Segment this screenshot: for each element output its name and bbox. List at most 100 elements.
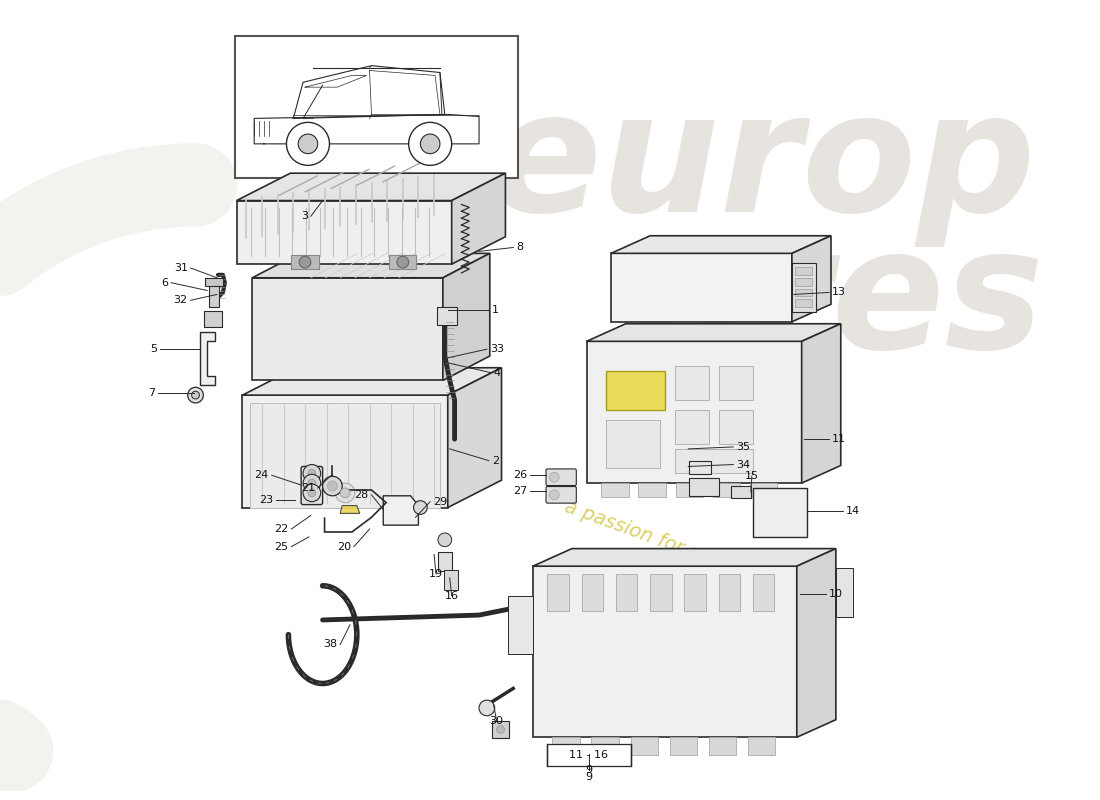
Text: 33: 33 (490, 344, 504, 354)
Bar (236, 201, 452, 264)
Polygon shape (448, 368, 502, 507)
Bar (674, 410, 708, 444)
Polygon shape (242, 368, 502, 395)
Bar (795, 289, 813, 296)
Bar (752, 574, 774, 611)
Bar (630, 738, 658, 755)
Circle shape (191, 391, 199, 399)
Polygon shape (532, 549, 836, 566)
Text: 6: 6 (162, 278, 168, 288)
Bar (602, 483, 628, 497)
Polygon shape (383, 496, 418, 525)
Circle shape (328, 481, 338, 491)
Bar (610, 254, 792, 322)
Text: 38: 38 (323, 639, 338, 650)
Bar (582, 574, 603, 611)
Circle shape (420, 134, 440, 154)
Text: 34: 34 (736, 459, 750, 470)
FancyBboxPatch shape (546, 486, 576, 503)
Bar (606, 419, 660, 469)
Text: 30: 30 (490, 716, 504, 726)
Text: 28: 28 (354, 490, 368, 500)
Bar (252, 278, 443, 381)
Text: 22: 22 (274, 524, 288, 534)
Bar (708, 738, 736, 755)
Bar (750, 483, 778, 497)
Text: 5: 5 (151, 344, 157, 354)
Circle shape (308, 489, 316, 497)
Bar (209, 278, 219, 307)
Text: 4: 4 (494, 368, 501, 378)
Circle shape (308, 479, 316, 487)
Polygon shape (452, 173, 505, 264)
Polygon shape (340, 506, 360, 514)
FancyBboxPatch shape (492, 721, 509, 738)
Bar (718, 410, 752, 444)
Text: 11 - 16: 11 - 16 (569, 750, 608, 760)
Text: 29: 29 (433, 497, 448, 506)
Text: 8: 8 (516, 242, 524, 253)
Bar (684, 574, 706, 611)
Text: 23: 23 (258, 494, 273, 505)
Text: 32: 32 (174, 295, 188, 306)
FancyBboxPatch shape (205, 311, 222, 326)
Text: 3: 3 (301, 211, 308, 222)
Text: ares: ares (637, 221, 1044, 384)
Polygon shape (294, 66, 444, 118)
Bar (836, 568, 854, 617)
Bar (234, 36, 518, 178)
Text: 20: 20 (337, 542, 351, 552)
Circle shape (409, 122, 452, 166)
Polygon shape (236, 173, 505, 201)
Circle shape (322, 476, 342, 496)
Bar (690, 478, 718, 496)
Bar (718, 574, 740, 611)
Bar (532, 566, 796, 738)
Text: 25: 25 (274, 542, 288, 552)
Bar (670, 738, 697, 755)
Text: a passion for parts since 1985: a passion for parts since 1985 (562, 497, 846, 616)
Circle shape (478, 700, 495, 716)
Bar (292, 255, 319, 269)
Polygon shape (586, 324, 840, 342)
Bar (606, 370, 664, 410)
Bar (674, 366, 708, 400)
Bar (718, 366, 752, 400)
Circle shape (188, 387, 204, 403)
Bar (616, 574, 637, 611)
Polygon shape (200, 331, 216, 386)
Polygon shape (443, 254, 490, 381)
Bar (552, 738, 580, 755)
Text: europ: europ (488, 84, 1036, 247)
Bar (795, 278, 813, 286)
Text: 11: 11 (832, 434, 846, 444)
Text: 9: 9 (585, 771, 592, 782)
Text: 19: 19 (429, 569, 443, 579)
Bar (713, 483, 740, 497)
Bar (795, 299, 813, 307)
Text: 27: 27 (513, 486, 527, 496)
Text: 35: 35 (736, 442, 750, 452)
Text: 10: 10 (829, 589, 843, 598)
Text: 14: 14 (846, 506, 860, 517)
Polygon shape (792, 236, 830, 322)
Bar (748, 738, 775, 755)
Bar (690, 461, 711, 474)
Bar (752, 488, 806, 537)
FancyBboxPatch shape (443, 570, 458, 590)
Circle shape (438, 533, 452, 546)
Bar (586, 342, 802, 483)
Circle shape (549, 490, 559, 500)
Circle shape (304, 484, 321, 502)
Bar (438, 551, 452, 571)
Bar (638, 483, 666, 497)
Polygon shape (796, 549, 836, 738)
Polygon shape (254, 114, 478, 144)
Circle shape (340, 488, 350, 498)
Circle shape (397, 256, 409, 268)
Bar (592, 738, 619, 755)
Bar (206, 278, 223, 286)
Circle shape (304, 474, 321, 492)
FancyBboxPatch shape (546, 469, 576, 486)
Text: 7: 7 (148, 388, 155, 398)
